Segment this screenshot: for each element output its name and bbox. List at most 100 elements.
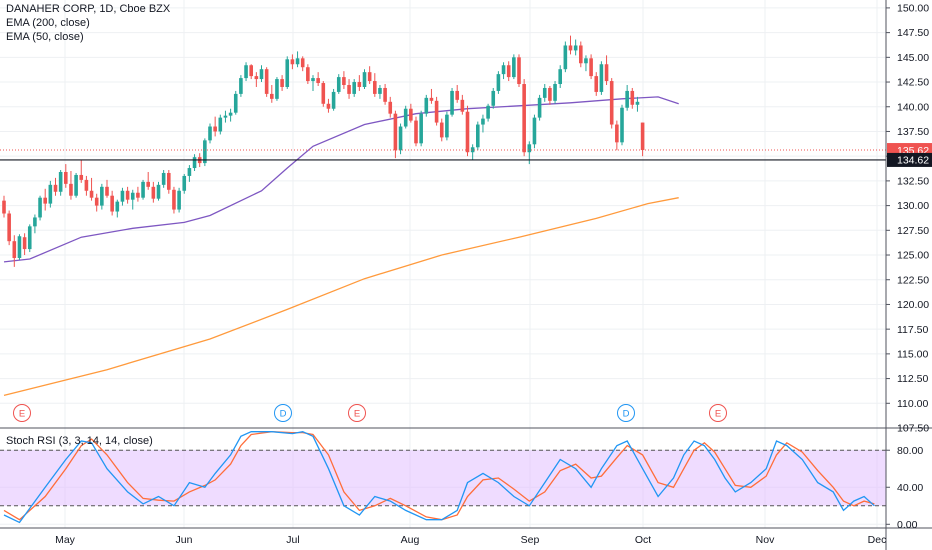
candle-body xyxy=(125,190,130,200)
candle-body xyxy=(105,186,109,196)
candle xyxy=(347,79,351,99)
y-tick-label: 115.00 xyxy=(897,348,928,360)
candle xyxy=(17,234,22,260)
stoch-k-path xyxy=(3,431,875,524)
candle-body xyxy=(439,122,444,138)
earnings-marker[interactable]: E xyxy=(709,404,727,422)
candle-body xyxy=(285,59,290,87)
candle-body xyxy=(336,77,341,92)
candle-body xyxy=(542,87,547,98)
candle-body xyxy=(429,97,434,101)
candle xyxy=(342,71,346,89)
candle xyxy=(378,85,382,99)
candle xyxy=(290,54,295,70)
stoch-title[interactable]: Stoch RSI (3, 3, 14, 14, close) xyxy=(6,435,153,447)
candle-body xyxy=(161,172,166,185)
candle xyxy=(558,65,562,88)
candle-body xyxy=(383,87,387,102)
candle-body xyxy=(239,78,243,94)
x-tick-label: May xyxy=(55,534,76,546)
candle xyxy=(393,110,398,159)
candle-body xyxy=(398,126,403,151)
y-tick-label: 107.50 xyxy=(897,423,929,435)
candle-body xyxy=(264,69,269,94)
candle xyxy=(615,120,619,151)
candle xyxy=(620,104,624,146)
candle-body xyxy=(244,65,248,79)
candle xyxy=(481,114,485,133)
candle-body xyxy=(89,190,94,198)
candle-body xyxy=(2,200,6,214)
candle xyxy=(476,121,480,151)
candle xyxy=(419,110,423,147)
earnings-marker[interactable]: E xyxy=(348,404,366,422)
candle-body xyxy=(455,90,459,100)
candle xyxy=(280,75,284,91)
candle-body xyxy=(64,171,68,184)
candle xyxy=(161,170,166,188)
y-tick-label: 147.50 xyxy=(897,27,929,39)
earnings-marker[interactable]: E xyxy=(13,404,31,422)
candle-body xyxy=(130,192,135,200)
candle-body xyxy=(496,74,501,91)
candle-body xyxy=(115,201,120,212)
candle-body xyxy=(110,195,114,212)
candle xyxy=(352,79,356,97)
symbol-title[interactable]: DANAHER CORP, 1D, Cboe BZX xyxy=(6,3,171,15)
candle xyxy=(64,164,68,188)
chart-legend: DANAHER CORP, 1D, Cboe BZX EMA (200, clo… xyxy=(6,2,170,44)
candle-body xyxy=(275,79,279,99)
candle xyxy=(579,41,583,68)
stoch-y-tick-label: 40.00 xyxy=(897,482,923,494)
candle xyxy=(125,186,130,204)
event-label: D xyxy=(623,409,630,420)
event-label: E xyxy=(354,409,360,420)
candle xyxy=(439,118,444,142)
candle-body xyxy=(403,108,408,127)
candle xyxy=(110,190,114,216)
candle-body xyxy=(589,58,593,77)
candle-body xyxy=(223,115,228,118)
candle xyxy=(130,189,135,210)
y-tick-label: 120.00 xyxy=(897,299,929,311)
candle xyxy=(151,181,156,203)
candle-body xyxy=(120,190,125,202)
candle xyxy=(460,94,465,115)
candle-body xyxy=(579,45,583,64)
candle xyxy=(537,94,542,121)
candle xyxy=(254,72,259,87)
candle xyxy=(584,55,588,72)
candle-body xyxy=(594,76,599,92)
y-tick-label: 145.00 xyxy=(897,52,929,64)
ema50-legend[interactable]: EMA (50, close) xyxy=(6,31,84,43)
event-circle xyxy=(348,404,366,422)
candle-body xyxy=(151,186,156,199)
dividend-marker[interactable]: D xyxy=(274,404,292,422)
ema200-legend[interactable]: EMA (200, close) xyxy=(6,17,90,29)
candle xyxy=(53,177,58,196)
candle-body xyxy=(172,189,176,210)
candle xyxy=(223,110,228,123)
candle xyxy=(455,85,459,103)
candle xyxy=(249,64,253,80)
event-circle xyxy=(709,404,727,422)
stoch-legend: Stoch RSI (3, 3, 14, 14, close) xyxy=(6,434,153,448)
candle-body xyxy=(512,57,516,78)
candle-body xyxy=(476,124,480,148)
candle-body xyxy=(537,97,542,118)
candle-body xyxy=(228,112,233,116)
candle xyxy=(445,111,449,141)
candle xyxy=(403,105,408,129)
candle xyxy=(573,39,578,56)
x-tick-label: Jul xyxy=(286,534,299,546)
y-tick-label: 142.50 xyxy=(897,77,929,89)
dividend-marker[interactable]: D xyxy=(617,404,635,422)
candle-body xyxy=(342,77,346,86)
candle xyxy=(486,103,490,122)
candle-body xyxy=(393,113,398,151)
candle-body xyxy=(532,117,537,145)
event-circle xyxy=(13,404,31,422)
candle xyxy=(542,84,547,102)
